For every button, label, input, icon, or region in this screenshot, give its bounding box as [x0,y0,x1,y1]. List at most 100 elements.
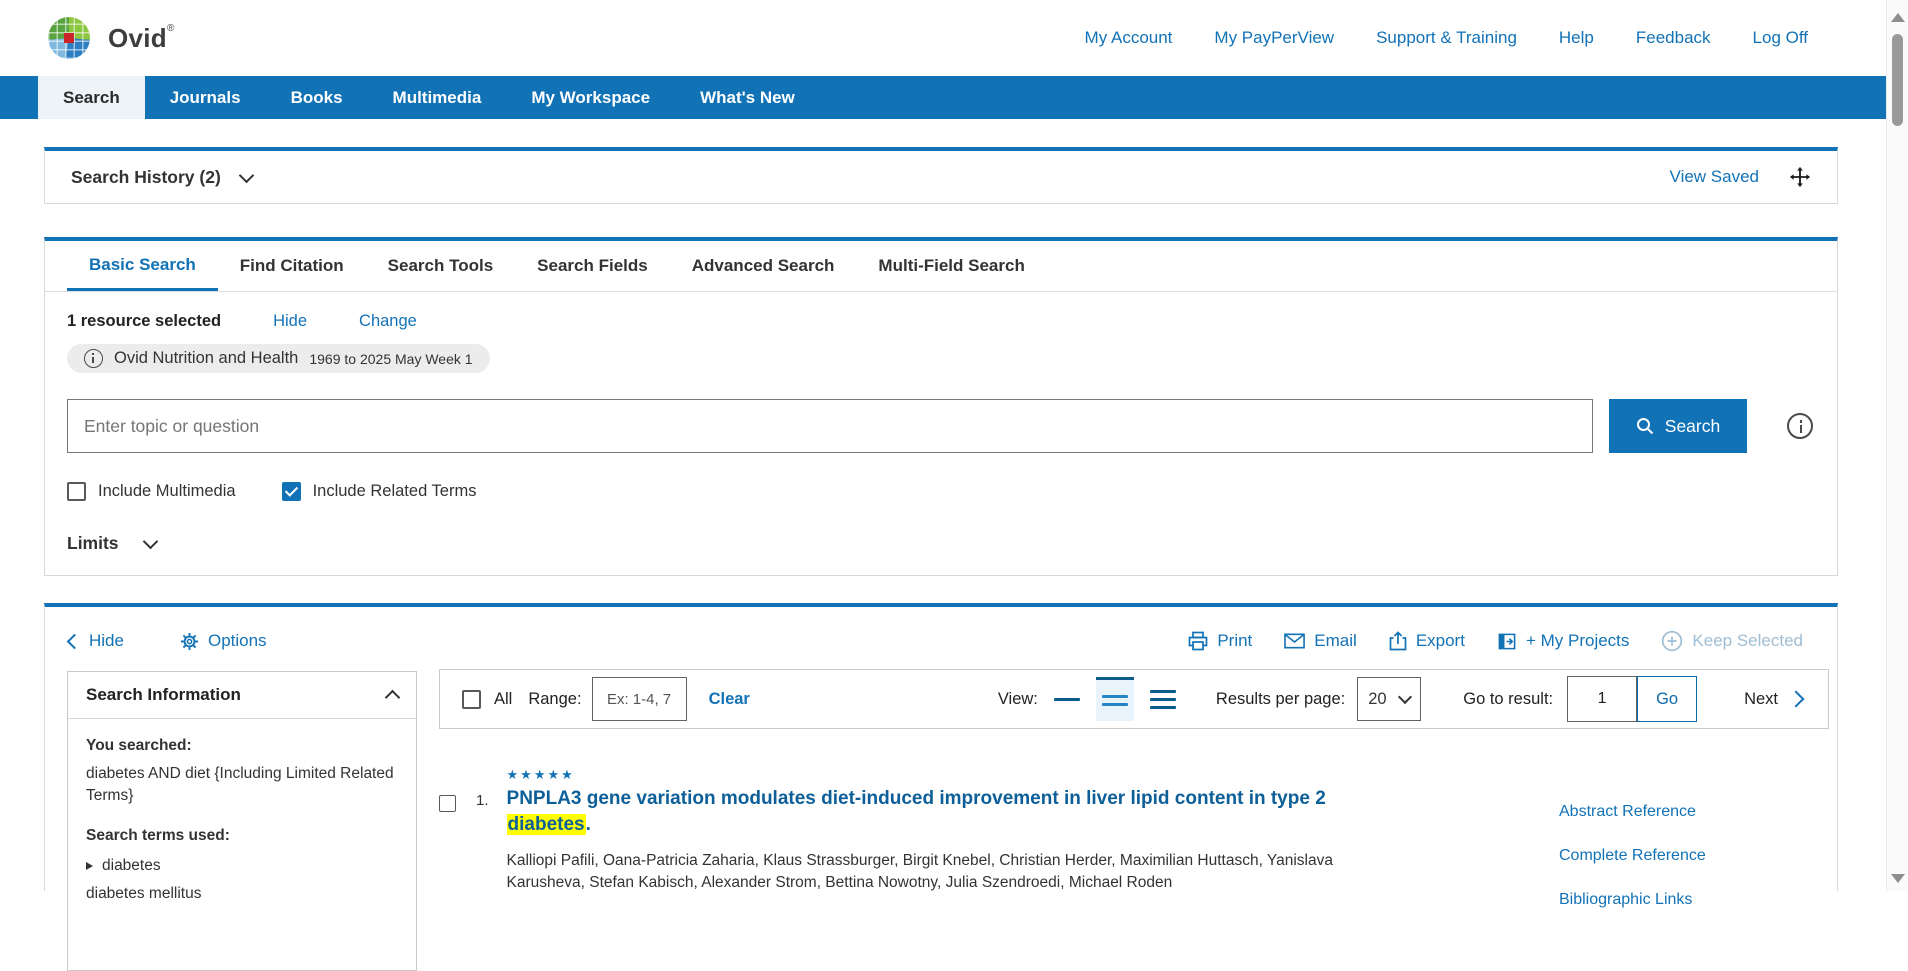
tab-search-tools[interactable]: Search Tools [387,256,494,275]
nav-tab-books[interactable]: Books [290,87,343,107]
search-icon [1636,418,1653,435]
result-authors: Kalliopi Pafili, Oana-Patricia Zaharia, … [506,852,1333,891]
options-link[interactable]: Options [180,631,267,651]
chevron-right-icon [1787,690,1805,708]
result-checkbox[interactable] [439,795,456,812]
search-history-toggle[interactable]: Search History (2) [71,166,255,188]
selected-resource-pill[interactable]: Ovid Nutrition and Health 1969 to 2025 M… [67,344,490,373]
projects-folder-icon [1498,633,1516,649]
view-citation-icon[interactable] [1048,677,1086,721]
resource-selected-text: 1 resource selected [67,312,222,330]
utility-link-feedback[interactable]: Feedback [1635,28,1711,47]
utility-link-log-off[interactable]: Log Off [1752,28,1808,47]
my-projects-button[interactable]: + My Projects [1497,631,1629,651]
search-input[interactable] [67,399,1593,453]
utility-link-support-training[interactable]: Support & Training [1376,28,1517,47]
results-per-page-label: Results per page: [1215,689,1346,708]
tab-multi-field-search[interactable]: Multi-Field Search [878,256,1025,275]
results-controls-bar: All Range: Clear View: Results per page:… [439,669,1829,729]
include-related-terms-checkbox[interactable] [281,482,301,501]
brand: Ovid® [48,17,174,59]
top-header: Ovid® My Account My PayPerView Support &… [0,0,1886,76]
view-title-icon[interactable] [1095,677,1134,721]
include-related-terms-option[interactable]: Include Related Terms [281,482,476,501]
search-information-title: Search Information [86,685,241,704]
search-history-panel: Search History (2) View Saved [44,147,1838,204]
export-icon [1389,631,1407,651]
results-per-page-select[interactable]: 20 [1357,677,1422,721]
all-label: All [494,689,513,708]
utility-link-my-account[interactable]: My Account [1084,28,1173,47]
nav-tab-search[interactable]: Search [38,76,145,119]
envelope-icon [1284,633,1306,649]
scroll-up-arrow[interactable] [1891,13,1905,22]
resource-coverage: 1969 to 2025 May Week 1 [309,350,473,367]
go-button[interactable]: Go [1637,676,1698,722]
ovid-logo [48,17,90,59]
search-history-title: Search History (2) [71,166,221,187]
printer-icon [1188,631,1208,651]
triangle-right-icon [86,862,93,870]
search-information-toggle[interactable]: Search Information [68,672,416,719]
export-button[interactable]: Export [1389,631,1465,651]
resource-name: Ovid Nutrition and Health [114,349,299,367]
limits-toggle[interactable]: Limits [67,533,1837,554]
nav-tab-whats-new[interactable]: What's New [700,87,795,107]
complete-reference-link[interactable]: Complete Reference [1559,847,1706,864]
keep-selected-button[interactable]: Keep Selected [1661,630,1803,652]
email-button[interactable]: Email [1284,631,1357,651]
resource-change-link[interactable]: Change [359,312,417,330]
select-all-checkbox[interactable] [462,689,481,709]
utility-link-help[interactable]: Help [1558,28,1594,47]
utility-link-my-payperview[interactable]: My PayPerView [1214,28,1335,47]
info-icon[interactable] [84,349,103,368]
you-searched-label: You searched: [86,737,192,754]
main-nav: Search Journals Books Multimedia My Work… [0,76,1886,119]
tab-advanced-search[interactable]: Advanced Search [691,256,835,275]
tab-search-fields[interactable]: Search Fields [537,256,648,275]
results-toolbar: Hide Options Print [66,619,1803,663]
scroll-down-arrow[interactable] [1891,874,1905,883]
nav-tab-multimedia[interactable]: Multimedia [392,87,482,107]
move-panel-icon[interactable] [1789,166,1811,188]
chevron-down-icon [238,167,255,183]
abstract-reference-link[interactable]: Abstract Reference [1559,803,1696,820]
next-page-link[interactable]: Next [1744,690,1806,709]
search-button[interactable]: Search [1609,399,1747,453]
vertical-scrollbar[interactable] [1886,0,1908,891]
bibliographic-links-link[interactable]: Bibliographic Links [1559,891,1693,908]
plus-circle-icon [1662,630,1683,652]
gear-icon [180,632,199,650]
tab-basic-search[interactable]: Basic Search [67,241,218,291]
hide-sidebar-link[interactable]: Hide [66,631,124,651]
scrollbar-thumb[interactable] [1892,34,1903,126]
nav-tab-journals[interactable]: Journals [169,87,241,107]
brand-name: Ovid [108,22,167,53]
view-abstract-icon[interactable] [1144,677,1182,721]
search-term-expandable[interactable]: diabetes [86,855,398,877]
result-action-links: Abstract Reference Complete Reference Bi… [1559,803,1706,909]
results-panel: Hide Options Print [44,603,1838,971]
view-label: View: [997,689,1038,708]
range-input[interactable] [591,677,687,721]
include-multimedia-option[interactable]: Include Multimedia [67,482,236,501]
include-multimedia-checkbox[interactable] [67,482,86,501]
nav-tab-my-workspace[interactable]: My Workspace [531,87,651,107]
result-item: 1. ★★★★★ PNPLA3 gene variation modulates… [439,767,1407,894]
you-searched-text: diabetes AND diet {Including Limited Rel… [86,765,394,804]
chevron-down-icon [142,533,158,550]
view-saved-link[interactable]: View Saved [1669,167,1759,186]
result-title-link[interactable]: PNPLA3 gene variation modulates diet-ind… [506,788,1326,835]
chevron-left-icon [66,633,83,649]
print-button[interactable]: Print [1188,631,1252,651]
clear-link[interactable]: Clear [708,689,750,708]
star-rating: ★★★★★ [506,767,575,782]
chevron-down-icon [1398,689,1413,705]
limits-label: Limits [67,533,119,553]
highlighted-term: diabetes [506,814,586,835]
tab-find-citation[interactable]: Find Citation [239,256,344,275]
go-to-result-input[interactable] [1567,676,1638,722]
chevron-up-icon [384,689,401,705]
resource-hide-link[interactable]: Hide [273,312,308,330]
search-info-icon[interactable] [1787,413,1813,439]
